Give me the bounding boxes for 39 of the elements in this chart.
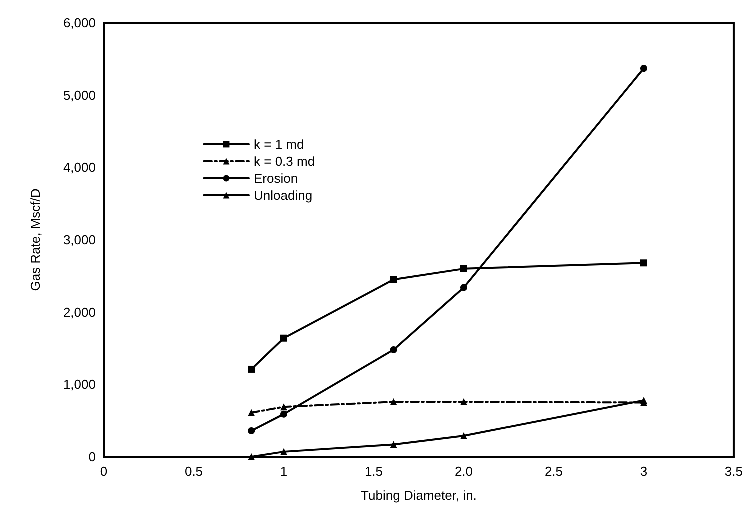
- point: [640, 65, 648, 72]
- point: [460, 398, 468, 406]
- x-axis-title: Tubing Diameter, in.: [361, 488, 477, 503]
- y-tick-label: 1,000: [63, 377, 96, 392]
- x-tick-label: 0: [100, 464, 108, 479]
- legend-label: k = 0.3 md: [254, 154, 316, 169]
- point: [280, 334, 288, 342]
- point: [460, 265, 468, 272]
- point: [280, 448, 288, 456]
- x-tick-label: 3.5: [724, 464, 744, 479]
- x-tick-label: 2.5: [544, 464, 564, 479]
- y-tick-label: 2,000: [63, 304, 96, 320]
- point: [390, 441, 398, 448]
- point: [640, 260, 648, 267]
- y-tick-label: 4,000: [63, 160, 96, 176]
- x-tick-label: 1.5: [364, 464, 384, 479]
- point: [390, 276, 398, 284]
- x-tick-label: 1: [280, 464, 288, 479]
- point: [248, 409, 256, 416]
- y-axis-title: Gas Rate, Mscf/D: [28, 188, 43, 292]
- y-tick-label: 6,000: [63, 16, 96, 30]
- x-tick-label: 2.0: [454, 464, 474, 479]
- legend-label: Erosion: [254, 171, 298, 186]
- point: [390, 346, 398, 354]
- point: [390, 398, 398, 406]
- point: [248, 366, 256, 373]
- point: [280, 404, 288, 411]
- y-tick-label: 5,000: [63, 88, 96, 103]
- point: [460, 432, 468, 440]
- y-tick-label: 0: [88, 450, 96, 464]
- x-tick-label: 0.5: [184, 464, 204, 479]
- point: [460, 284, 468, 292]
- point: [248, 427, 256, 434]
- legend-label: k = 1 md: [254, 137, 304, 152]
- x-tick-label: 3: [640, 464, 648, 479]
- point: [248, 454, 256, 460]
- point: [280, 410, 288, 418]
- y-tick-label: 3,000: [63, 232, 96, 248]
- legend-label: Unloading: [254, 188, 313, 203]
